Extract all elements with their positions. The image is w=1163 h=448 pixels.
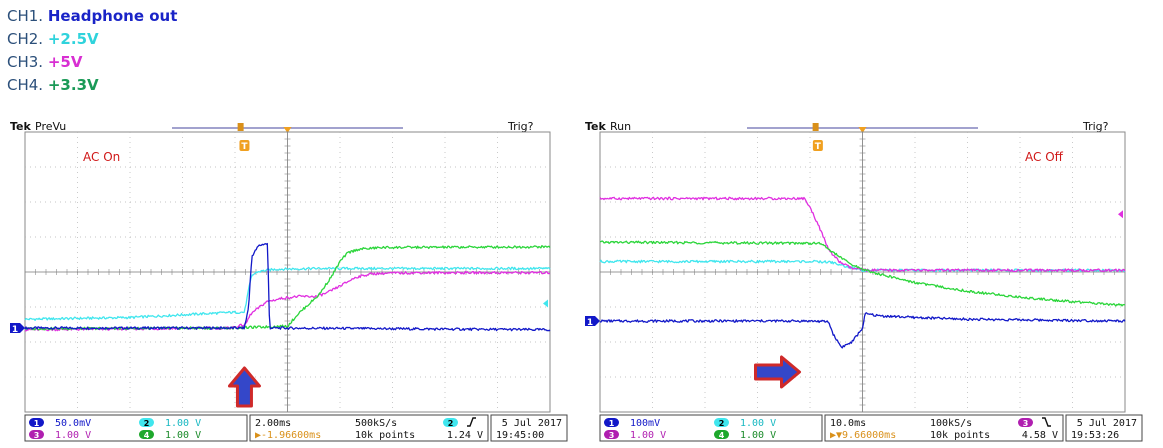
channel-badge-label: 4	[719, 431, 725, 440]
legend-item-ch1: CH1. Headphone out	[7, 5, 177, 28]
record-trigger-marker	[812, 123, 819, 131]
timebase: 2.00ms	[255, 418, 291, 429]
trigger-level-marker	[1118, 210, 1123, 219]
channel-badge-2	[139, 418, 154, 427]
channel-badge-1	[29, 418, 44, 427]
trigger-position-marker	[239, 140, 250, 151]
trig-status: Trig?	[1082, 120, 1109, 133]
channel-badge-4	[139, 430, 154, 439]
ch1-reference-marker	[585, 316, 600, 326]
trace-ch2	[24, 266, 551, 321]
scope-panel-1: Tek PreVu Trig? T AC On 1 1 50.0mV 3 1.00 V 2 1.00 …	[10, 120, 568, 442]
channel-badge-label: 1	[34, 419, 40, 428]
channel-legend: CH1. Headphone out CH2. +2.5V CH3. +5V C…	[7, 5, 177, 97]
channel-badge-3	[1018, 418, 1033, 427]
capture-time: 19:53:26	[1071, 430, 1119, 441]
trigger-level-marker	[543, 299, 548, 308]
legend-ch3-name: +5V	[47, 53, 83, 71]
ch3-scale: 1.00 V	[55, 430, 91, 441]
scope-mode: Run	[610, 120, 631, 133]
trigger-offset: ▶-1.96600ms	[255, 430, 321, 441]
timebase-box	[824, 414, 1064, 442]
capture-date: 5 Jul 2017	[502, 418, 562, 429]
datetime-box	[490, 414, 568, 442]
channel-badge-label: 3	[609, 431, 615, 440]
sample-rate: 100kS/s	[930, 418, 972, 429]
trace-ch4	[599, 240, 1126, 307]
ch4-scale: 1.00 V	[165, 430, 201, 441]
record-length: 10k points	[355, 430, 415, 441]
legend-ch1-name: Headphone out	[47, 7, 178, 25]
scope-readout: 1 100mV 3 1.00 V 2 1.00 V 4 1.00 V 10.0ms 100kS/s…	[599, 414, 1143, 442]
ch1-reference-marker	[10, 323, 25, 333]
sample-rate: 500kS/s	[355, 418, 397, 429]
annotation-label: AC Off	[1025, 150, 1064, 164]
channel-badge-4	[714, 430, 729, 439]
ch1-scale: 100mV	[630, 418, 660, 429]
scope-panel-2: Tek Run Trig? T AC Off 1 1 100mV 3 1.00 V 2 1.00 V 4…	[585, 120, 1143, 442]
ch2-scale: 1.00 V	[165, 418, 201, 429]
trigger-slope-icon	[1042, 417, 1051, 427]
ch2-scale: 1.00 V	[740, 418, 776, 429]
trace-ch1	[24, 242, 551, 332]
scope-readout: 1 50.0mV 3 1.00 V 2 1.00 V 4 1.00 V 2.00ms 500kS/…	[24, 414, 568, 442]
trigger-level: 4.58 V	[1022, 430, 1058, 441]
channel-badge-3	[29, 430, 44, 439]
ch1-reference-label: 1	[12, 325, 18, 335]
center-marker-icon	[283, 127, 292, 133]
arrow-right-icon	[754, 355, 801, 389]
ch1-scale: 50.0mV	[55, 418, 91, 429]
channel-scale-box	[24, 414, 248, 442]
trigger-position-marker	[812, 140, 823, 151]
timebase: 10.0ms	[830, 418, 866, 429]
annotation-label: AC On	[83, 150, 120, 164]
trace-ch2	[599, 259, 1126, 273]
channel-badge-1	[604, 418, 619, 427]
channel-badge-label: 2	[144, 419, 150, 428]
channel-badge-label: 2	[719, 419, 725, 428]
trig-status: Trig?	[507, 120, 534, 133]
channel-scale-box	[599, 414, 823, 442]
capture-time: 19:45:00	[496, 430, 544, 441]
scope-mode: PreVu	[35, 120, 66, 133]
record-trigger-marker	[237, 123, 244, 131]
channel-badge-label: 3	[1023, 419, 1029, 428]
ch3-scale: 1.00 V	[630, 430, 666, 441]
record-length: 10k points	[930, 430, 990, 441]
center-marker-icon	[858, 127, 867, 133]
trace-ch1	[599, 312, 1126, 349]
legend-ch1-prefix: CH1.	[7, 7, 44, 25]
channel-badge-label: 2	[448, 419, 454, 428]
trigger-level: 1.24 V	[447, 430, 483, 441]
legend-ch3-prefix: CH3.	[7, 53, 44, 71]
channel-badge-2	[714, 418, 729, 427]
legend-ch4-prefix: CH4.	[7, 76, 44, 94]
legend-item-ch4: CH4. +3.3V	[7, 74, 177, 97]
legend-ch4-name: +3.3V	[47, 76, 99, 94]
channel-badge-label: 1	[609, 419, 615, 428]
channel-badge-label: 3	[34, 431, 40, 440]
trigger-position-label: T	[815, 142, 822, 152]
ch4-scale: 1.00 V	[740, 430, 776, 441]
channel-badge-label: 4	[144, 431, 150, 440]
legend-item-ch2: CH2. +2.5V	[7, 28, 177, 51]
trigger-offset: ▶▼9.66000ms	[830, 430, 896, 441]
scope-brand: Tek	[10, 120, 32, 133]
channel-badge-3	[604, 430, 619, 439]
channel-badge-2	[443, 418, 458, 427]
legend-item-ch3: CH3. +5V	[7, 51, 177, 74]
arrow-up-icon	[227, 366, 261, 408]
legend-ch2-name: +2.5V	[47, 30, 99, 48]
datetime-box	[1065, 414, 1143, 442]
trigger-slope-icon	[467, 417, 476, 427]
legend-ch2-prefix: CH2.	[7, 30, 44, 48]
ch1-reference-label: 1	[587, 318, 593, 328]
scope-brand: Tek	[585, 120, 607, 133]
capture-date: 5 Jul 2017	[1077, 418, 1137, 429]
trigger-position-label: T	[241, 142, 248, 152]
